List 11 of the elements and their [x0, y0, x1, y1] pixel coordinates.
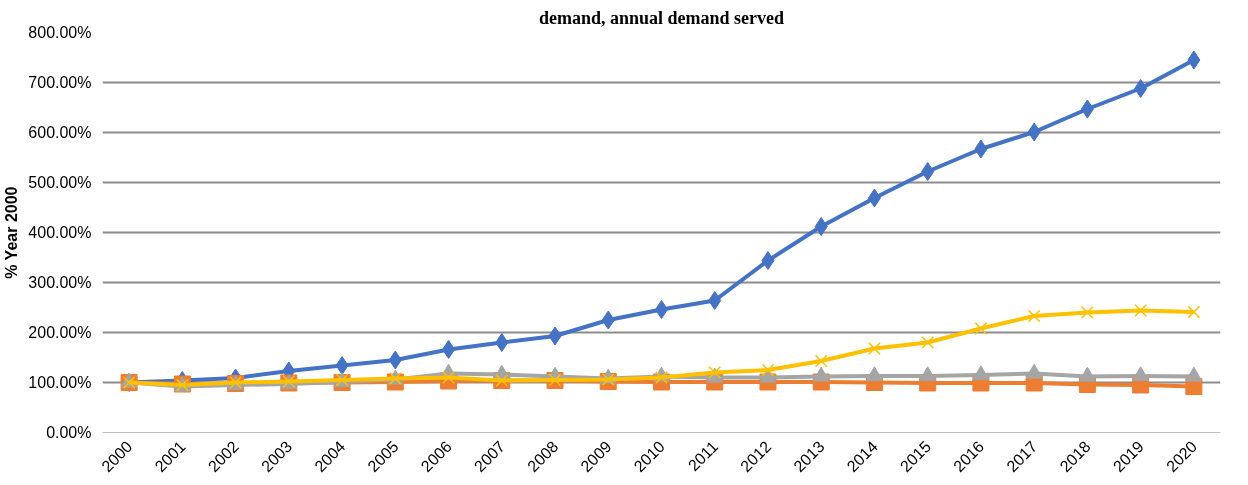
y-tick-label: 0.00% — [46, 424, 92, 441]
y-tick-label: 700.00% — [28, 74, 92, 91]
y-tick-label: 500.00% — [28, 174, 92, 191]
y-axis-title: % Year 2000 — [3, 186, 21, 279]
y-tick-label: 800.00% — [28, 24, 92, 41]
y-tick-label: 300.00% — [28, 274, 92, 291]
y-tick-label: 200.00% — [28, 324, 92, 341]
y-tick-label: 400.00% — [28, 224, 92, 241]
y-tick-label: 600.00% — [28, 124, 92, 141]
chart-title: demand, annual demand served — [538, 7, 785, 28]
y-tick-label: 100.00% — [28, 374, 92, 391]
